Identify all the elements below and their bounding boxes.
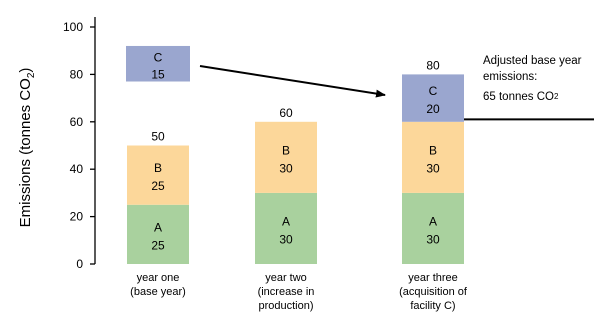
floating-segment-value-label: 15 bbox=[151, 68, 165, 82]
segment-value-label: 30 bbox=[426, 232, 440, 246]
bar-segment-b-3 bbox=[402, 121, 464, 193]
bar-segment-b-1 bbox=[127, 145, 189, 205]
bar-total-label: 50 bbox=[151, 130, 165, 144]
transfer-arrow bbox=[199, 65, 386, 98]
annotation-label: Adjusted base year bbox=[483, 55, 582, 67]
bar-segment-b-2 bbox=[255, 121, 317, 193]
segment-name-label: B bbox=[282, 143, 290, 157]
category-label: (increase in bbox=[258, 286, 315, 298]
y-tick-label: 40 bbox=[70, 162, 84, 176]
category-label: (base year) bbox=[130, 286, 186, 298]
segment-name-label: B bbox=[154, 161, 162, 175]
segment-name-label: C bbox=[429, 84, 438, 98]
bar-segment-c-3 bbox=[402, 74, 464, 122]
segment-name-label: A bbox=[282, 214, 290, 228]
y-tick-label: 100 bbox=[63, 20, 83, 34]
floating-segment-c bbox=[126, 45, 190, 82]
category-label: year three bbox=[408, 272, 458, 284]
segment-value-label: 30 bbox=[279, 161, 293, 175]
segment-value-label: 30 bbox=[279, 232, 293, 246]
segment-name-label: B bbox=[429, 143, 437, 157]
bar-total-label: 80 bbox=[426, 58, 440, 72]
category-label: year two bbox=[265, 272, 307, 284]
annotation-label: emissions: bbox=[483, 71, 537, 83]
annotation-value-label: 65 tonnes CO2 bbox=[483, 91, 559, 103]
segment-value-label: 25 bbox=[151, 179, 165, 193]
category-label: (acquisition of bbox=[399, 286, 468, 298]
category-label: facility C) bbox=[410, 300, 455, 312]
y-axis-label: Emissions (tonnes CO2) bbox=[17, 68, 37, 228]
floating-segment-name-label: C bbox=[154, 51, 163, 65]
y-tick-label: 80 bbox=[70, 67, 84, 81]
bar-total-label: 60 bbox=[279, 106, 293, 120]
y-tick-label: 60 bbox=[70, 115, 84, 129]
y-tick-label: 20 bbox=[70, 210, 84, 224]
y-tick-label: 0 bbox=[76, 257, 83, 271]
category-label: year one bbox=[137, 272, 180, 284]
bar-segment-a-2 bbox=[255, 192, 317, 264]
segment-value-label: 20 bbox=[426, 102, 440, 116]
segment-value-label: 25 bbox=[151, 238, 165, 252]
segment-name-label: A bbox=[429, 214, 437, 228]
segment-name-label: A bbox=[154, 220, 162, 234]
segment-value-label: 30 bbox=[426, 161, 440, 175]
bar-segment-a-1 bbox=[127, 204, 189, 264]
category-label: production) bbox=[258, 300, 313, 312]
bar-segment-a-3 bbox=[402, 192, 464, 264]
